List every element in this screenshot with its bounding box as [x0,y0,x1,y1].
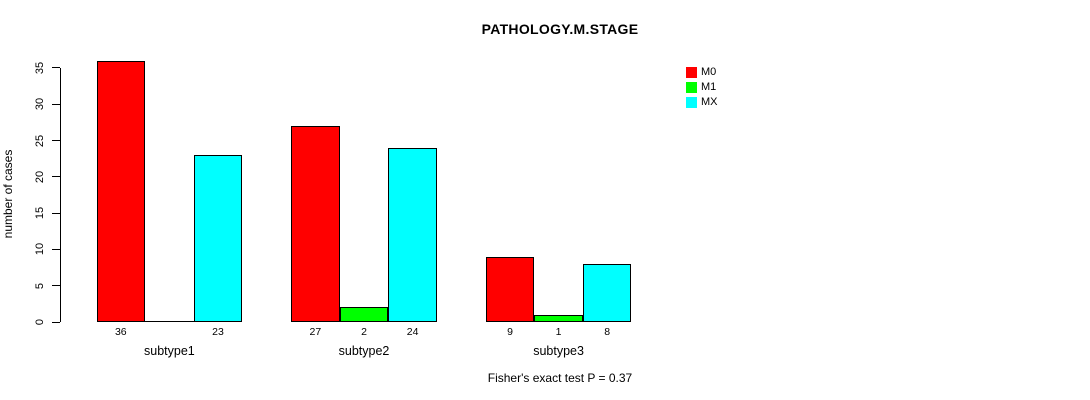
bar-m1-subtype3 [534,314,583,322]
bar-value-label-m0-subtype2: 27 [309,326,322,338]
y-tick-label: 35 [34,61,46,75]
bar-value-label-m1-subtype2: 2 [361,326,367,338]
legend-swatch-m1 [686,81,697,93]
bar-value-label-mx-subtype2: 24 [406,326,419,338]
legend-row-mx: MX [686,96,718,108]
annotation-fisher-test: Fisher's exact test P = 0.37 [487,371,633,385]
bar-mx-subtype1 [193,155,243,322]
y-tick-label: 5 [34,282,46,289]
y-axis-tick [52,248,60,250]
bar-mx-subtype3 [582,263,632,322]
legend-row-m1: M1 [686,81,716,93]
legend-swatch-mx [686,96,697,108]
bar-value-label-mx-subtype1: 23 [212,326,224,338]
legend-swatch-m0 [686,66,697,78]
bar-value-label-m0-subtype1: 36 [114,326,127,338]
y-axis-tick [52,140,60,141]
y-tick-label: 15 [34,206,46,220]
legend-row-m0: M0 [686,66,716,78]
legend-label-m0: M0 [701,65,717,78]
y-axis-tick [52,176,60,178]
bar-value-label-m0-subtype3: 9 [507,326,513,338]
y-axis-tick [52,321,60,323]
bar-mx-subtype2 [388,147,437,322]
y-axis-tick [52,285,60,287]
legend-label-mx: MX [701,95,718,108]
category-label-subtype3: subtype3 [533,344,584,358]
bar-m0-subtype2 [291,125,340,322]
y-axis-label: number of cases [1,149,15,239]
bar-m0-subtype1 [96,60,146,322]
category-label-subtype2: subtype2 [338,344,390,358]
y-tick-label: 25 [34,134,46,147]
bar-value-label-mx-subtype3: 8 [604,326,611,338]
bar-value-label-m1-subtype3: 1 [555,326,562,338]
category-label-subtype1: subtype1 [144,344,195,358]
bar-m0-subtype3 [485,256,535,322]
y-axis-line [59,67,61,322]
y-tick-label: 30 [34,98,46,111]
y-tick-label: 0 [34,318,46,326]
y-axis-tick [52,103,60,105]
chart-title: PATHOLOGY.M.STAGE [481,21,639,37]
bar-m1-subtype1 [145,321,194,322]
y-axis-tick [52,67,60,69]
y-tick-label: 20 [34,170,46,183]
y-axis-tick [52,212,60,214]
bar-m1-subtype2 [339,307,389,322]
legend-label-m1: M1 [701,80,717,93]
y-tick-label: 10 [34,243,46,256]
